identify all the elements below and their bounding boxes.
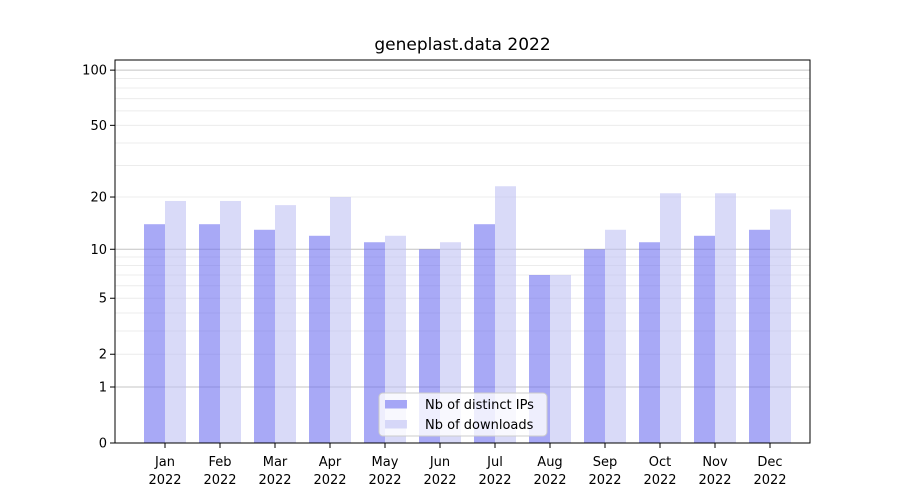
x-tick-label-year: 2022 <box>368 473 401 488</box>
axes-frame <box>114 59 811 444</box>
x-tick-label-year: 2022 <box>148 473 181 488</box>
y-tick-label: 2 <box>99 348 107 363</box>
x-tick-label-year: 2022 <box>423 473 456 488</box>
x-tick-label-month: Mar <box>263 455 288 470</box>
legend-label: Nb of distinct IPs <box>425 398 534 413</box>
bar-nb-of-downloads-feb <box>220 200 241 443</box>
x-tick-label-year: 2022 <box>533 473 566 488</box>
y-tick-label: 0 <box>99 437 107 452</box>
y-tick-label: 10 <box>90 243 107 258</box>
bar-nb-of-downloads-aug <box>550 274 571 443</box>
x-tick-label-month: Feb <box>208 455 231 470</box>
x-tick-label-year: 2022 <box>588 473 621 488</box>
y-tick-label: 100 <box>82 64 107 79</box>
bar-nb-of-downloads-mar <box>275 205 296 443</box>
x-tick-label-month: Sep <box>593 455 618 470</box>
x-tick-label-year: 2022 <box>258 473 291 488</box>
x-tick-label-month: Nov <box>702 455 728 470</box>
bar-nb-of-downloads-oct <box>660 193 681 443</box>
y-tick-label: 20 <box>90 191 107 206</box>
bar-nb-of-downloads-nov <box>715 193 736 443</box>
bar-nb-of-downloads-jul <box>495 186 516 444</box>
x-tick-label-month: Apr <box>319 455 342 470</box>
legend-swatch-downloads <box>385 420 407 429</box>
legend-label: Nb of downloads <box>425 418 534 433</box>
bar-nb-of-distinct-ips-oct <box>639 242 660 443</box>
bar-nb-of-distinct-ips-apr <box>309 235 330 443</box>
bar-nb-of-distinct-ips-jan <box>144 224 165 443</box>
bar-nb-of-downloads-apr <box>330 197 351 443</box>
x-tick-label-year: 2022 <box>643 473 676 488</box>
legend-swatch-distinct-ips <box>385 400 407 409</box>
x-tick-label-year: 2022 <box>313 473 346 488</box>
y-tick-label: 1 <box>99 380 107 395</box>
x-tick-label-year: 2022 <box>753 473 786 488</box>
bar-nb-of-downloads-may <box>385 235 406 443</box>
x-tick-label-month: Jun <box>429 455 450 470</box>
x-tick-label-year: 2022 <box>203 473 236 488</box>
x-tick-label-year: 2022 <box>478 473 511 488</box>
bar-nb-of-distinct-ips-dec <box>749 229 770 443</box>
chart-title: geneplast.data 2022 <box>374 35 551 55</box>
bar-nb-of-downloads-sep <box>605 229 626 443</box>
y-tick-label: 5 <box>99 292 107 307</box>
x-tick-label-month: Aug <box>537 455 562 470</box>
x-tick-label-month: Oct <box>649 455 671 470</box>
legend-box <box>378 392 548 437</box>
bar-nb-of-distinct-ips-sep <box>584 249 605 443</box>
x-tick-label-month: May <box>372 455 399 470</box>
bar-nb-of-distinct-ips-feb <box>199 224 220 443</box>
x-tick-label-month: Dec <box>757 455 782 470</box>
bar-nb-of-downloads-jan <box>165 200 186 443</box>
x-tick-label-month: Jan <box>154 455 175 470</box>
bar-nb-of-downloads-dec <box>770 209 791 443</box>
bar-nb-of-distinct-ips-mar <box>254 229 275 443</box>
bar-nb-of-distinct-ips-nov <box>694 235 715 443</box>
y-tick-label: 50 <box>90 119 107 134</box>
bar-nb-of-distinct-ips-jul <box>474 224 495 443</box>
x-tick-label-year: 2022 <box>698 473 731 488</box>
x-tick-label-month: Jul <box>486 455 503 470</box>
bar-nb-of-distinct-ips-may <box>364 242 385 443</box>
